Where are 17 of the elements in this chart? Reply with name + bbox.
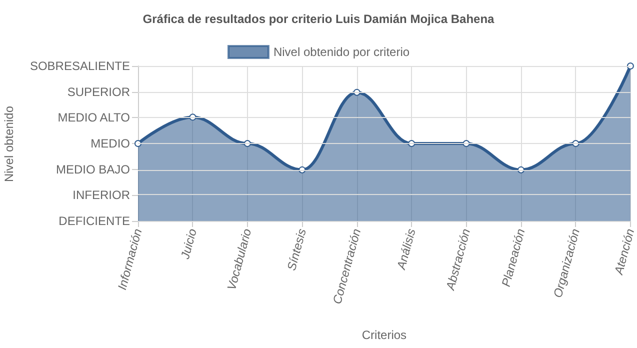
x-tick-label: Síntesis [284, 227, 309, 272]
text: MEDIO BAJO [56, 162, 130, 176]
chart-title: Gráfica de resultados por criterio Luis Damián Mojica Bahena [142, 12, 495, 26]
point [134, 140, 142, 147]
text: MEDIO [90, 136, 130, 150]
text: MEDIO ALTO [58, 110, 130, 125]
text: SOBRESALIENTE [30, 59, 130, 73]
x-tick-label: Juicio [178, 226, 200, 262]
legend-label: Nivel obtenido por criterio [273, 45, 410, 59]
text: Nivel obtenido [2, 106, 16, 182]
text: INFERIOR [72, 188, 130, 202]
text: SUPERIOR [67, 84, 130, 99]
text: DEFICIENTE [58, 214, 130, 228]
x-tick-label: Análisis [394, 227, 418, 272]
point [626, 62, 634, 70]
x-axis-title: Criterios [362, 328, 407, 342]
x-tick-label: Atención [611, 226, 637, 277]
